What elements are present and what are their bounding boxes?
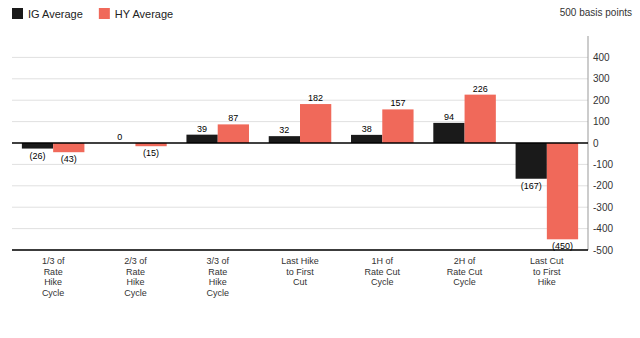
x-tick-label-line: 1/3 of [42, 256, 65, 266]
grid [12, 57, 588, 250]
y-tick-label: -500 [593, 245, 613, 256]
x-tick-label-line: Cycle [124, 288, 147, 298]
y-tick-label: 0 [593, 138, 599, 149]
data-label: (15) [143, 148, 159, 158]
x-tick-label-line: Last Cut [530, 256, 564, 266]
x-tick-label: 1H ofRate CutCycle [365, 256, 401, 287]
x-tick-label: Last Cutto FirstHike [530, 256, 564, 287]
grid-line [12, 57, 588, 58]
bar [300, 104, 331, 143]
x-tick-label-line: Rate [126, 267, 145, 277]
data-label: 87 [228, 113, 238, 123]
bar [516, 143, 547, 179]
chart-svg: -500 -400 -300 -200 -100 0 100 200 300 400 500 bas… [0, 0, 640, 338]
x-tick-label-line: Cycle [371, 277, 394, 287]
x-axis-line [12, 249, 588, 250]
x-tick-label-line: to First [533, 267, 561, 277]
bar [351, 135, 382, 143]
grid-line [12, 164, 588, 165]
x-tick-label: 1/3 ofRateHikeCycle [42, 256, 65, 298]
grid-line [12, 100, 588, 101]
x-tick-label-line: Rate [44, 267, 63, 277]
data-label: 94 [444, 112, 454, 122]
y-tick-label: -100 [593, 159, 613, 170]
x-tick-label: 2H ofRate CutCycle [447, 256, 483, 287]
y-tick-label: -400 [593, 223, 613, 234]
legend-swatch [99, 8, 110, 19]
data-label: 157 [390, 98, 405, 108]
y-tick-label: -200 [593, 180, 613, 191]
data-label: (450) [552, 241, 573, 251]
grid-line [12, 185, 588, 186]
grid-line [12, 250, 588, 251]
x-tick-labels: 1/3 ofRateHikeCycle2/3 ofRateHikeCycle3/… [42, 256, 564, 298]
x-tick-label-line: 2H of [454, 256, 476, 266]
y-tick-label: 200 [593, 95, 610, 106]
x-tick-label-line: Cut [293, 277, 308, 287]
bar [269, 136, 300, 143]
grid-line [12, 228, 588, 229]
x-tick-label: 3/3 ofRateHikeCycle [206, 256, 229, 298]
x-tick-label-line: Rate Cut [447, 267, 483, 277]
bar [218, 124, 249, 143]
x-tick-label-line: Hike [126, 277, 144, 287]
y-tick-label: 300 [593, 73, 610, 84]
bar [382, 109, 413, 143]
y-tick-labels: -500 -400 -300 -200 -100 0 100 200 300 400 [593, 52, 613, 256]
x-tick-label-line: Cycle [206, 288, 229, 298]
data-label: (26) [30, 151, 46, 161]
zero-line [12, 142, 588, 143]
chart-container: -500 -400 -300 -200 -100 0 100 200 300 400 500 bas… [0, 0, 640, 338]
bar [465, 95, 496, 143]
data-labels: (26) 0 39 32 38 94 (167) (43) (15) 87 182 157 226 (45… [30, 84, 573, 252]
data-label: (167) [521, 181, 542, 191]
x-tick-label-line: Cycle [453, 277, 476, 287]
legend-label: IG Average [28, 8, 83, 20]
x-tick-label-line: Rate [208, 267, 227, 277]
y-tick-label: -300 [593, 202, 613, 213]
x-tick-label-line: Hike [538, 277, 556, 287]
data-label: 38 [362, 124, 372, 134]
legend-label: HY Average [115, 8, 173, 20]
page: {"chart_data": { "type": "bar", "annotat… [0, 0, 640, 338]
legend: IG Average HY Average [12, 8, 173, 20]
data-label: 32 [279, 125, 289, 135]
bar [433, 123, 464, 143]
data-label: (43) [61, 154, 77, 164]
bar [186, 135, 217, 143]
y-tick-label: 100 [593, 116, 610, 127]
x-tick-label-line: Hike [209, 277, 227, 287]
x-tick-label-line: 3/3 of [206, 256, 229, 266]
grid-line [12, 207, 588, 208]
y-tick-label: 400 [593, 52, 610, 63]
data-label: 0 [117, 132, 122, 142]
annotation: 500 basis points [560, 7, 632, 18]
x-tick-label-line: Hike [44, 277, 62, 287]
x-tick-label-line: 1H of [372, 256, 394, 266]
grid-line [12, 78, 588, 79]
bar [53, 143, 84, 152]
bar [22, 143, 53, 149]
bar [547, 143, 578, 239]
x-tick-label-line: to First [286, 267, 314, 277]
data-label: 226 [473, 84, 488, 94]
x-tick-label-line: Rate Cut [365, 267, 401, 277]
x-tick-label: 2/3 ofRateHikeCycle [124, 256, 147, 298]
data-label: 182 [308, 93, 323, 103]
x-tick-label-line: Last Hike [281, 256, 319, 266]
bars [22, 95, 578, 240]
data-label: 39 [197, 124, 207, 134]
x-tick-label-line: Cycle [42, 288, 65, 298]
x-tick-label: Last Hiketo FirstCut [281, 256, 319, 287]
legend-swatch [12, 8, 23, 19]
x-tick-label-line: 2/3 of [124, 256, 147, 266]
